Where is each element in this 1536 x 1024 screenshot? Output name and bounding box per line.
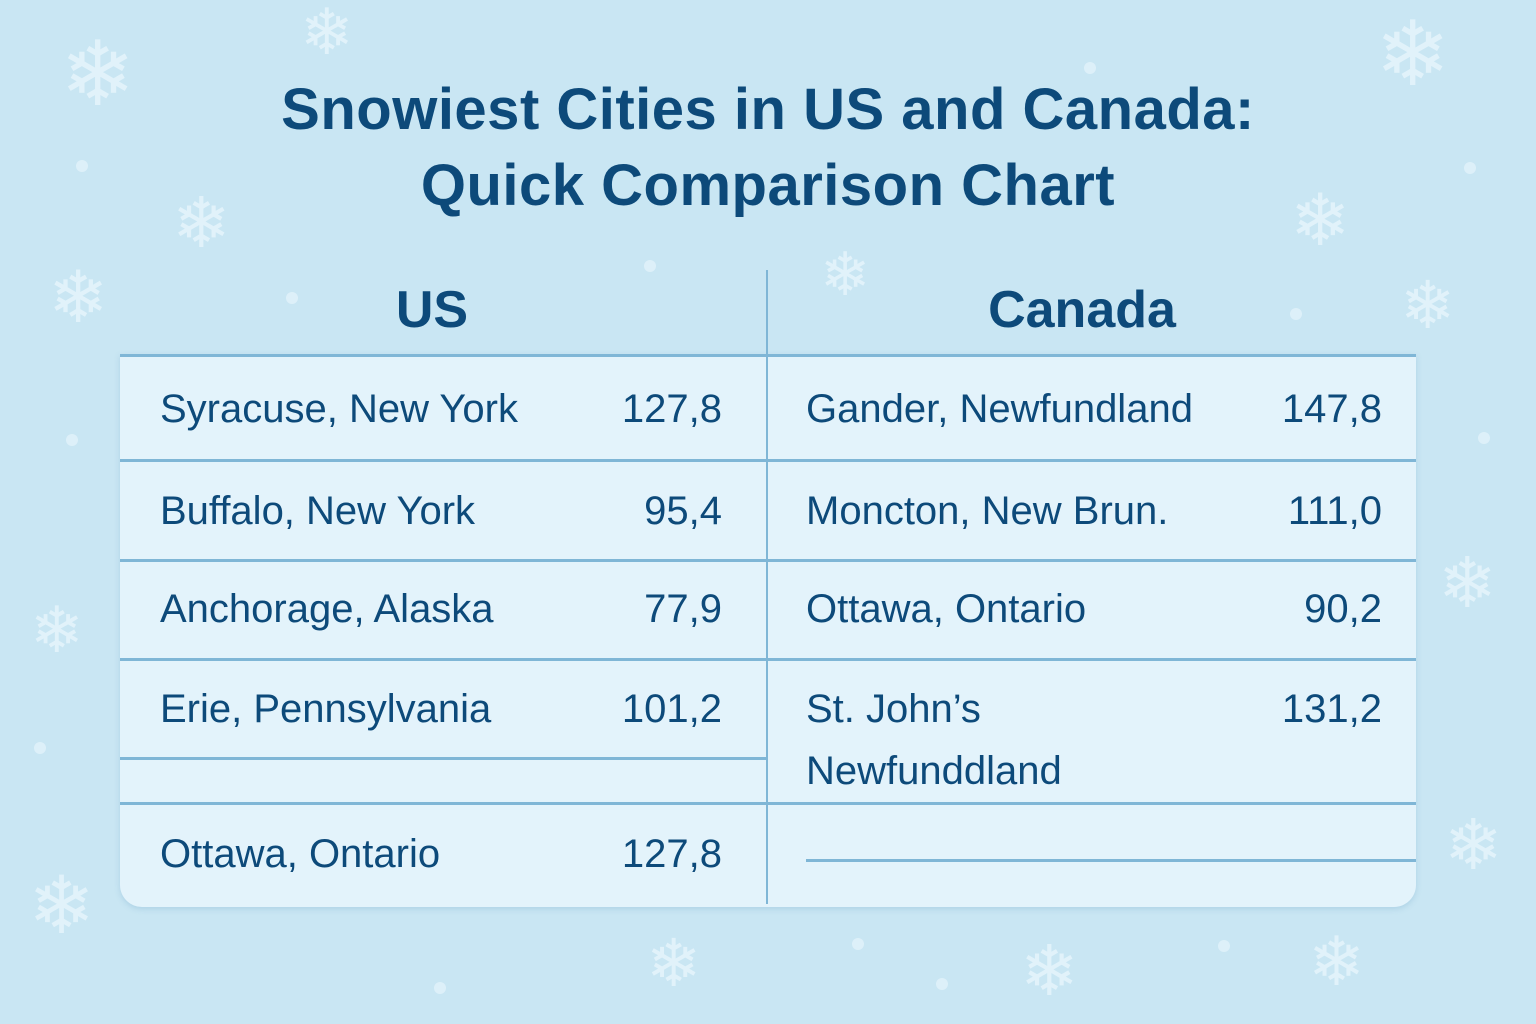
row-divider <box>120 459 1416 462</box>
snowfall-value: 127,8 <box>621 832 722 876</box>
snow-dot <box>34 742 46 754</box>
city-name: Gander, Newfundland <box>806 387 1193 431</box>
snowfall-value: 147,8 <box>1281 387 1382 431</box>
snow-dot <box>852 938 864 950</box>
row-divider <box>806 859 1416 862</box>
snow-dot <box>1218 940 1230 952</box>
snowfall-value: 101,2 <box>621 687 722 731</box>
city-name: Anchorage, Alaska <box>160 587 494 631</box>
snowfall-value: 127,8 <box>621 387 722 431</box>
snowflake-icon: ❄ <box>646 926 702 1000</box>
snowfall-value: 111,0 <box>1287 489 1382 533</box>
snowflake-icon: ❄ <box>48 258 109 338</box>
snowflake-icon: ❄ <box>1444 806 1503 884</box>
snow-dot <box>66 434 78 446</box>
row-divider <box>120 658 1416 661</box>
city-name: Ottawa, Ontario <box>806 587 1087 631</box>
snowflake-icon: ❄ <box>172 184 231 262</box>
snow-dot <box>936 978 948 990</box>
row-divider <box>120 802 1416 805</box>
snow-dot <box>1464 162 1476 174</box>
canada-column-header: Canada <box>988 281 1176 339</box>
title-line-2: Quick Comparison Chart <box>420 153 1116 218</box>
us-column-header: US <box>395 281 469 339</box>
city-name: Ottawa, Ontario <box>160 832 441 876</box>
snowfall-value: 95,4 <box>644 489 722 533</box>
row-divider <box>120 559 1416 562</box>
snow-dot <box>286 292 298 304</box>
row-divider <box>120 757 766 760</box>
page-title: Snowiest Cities in US and Canada: Quick … <box>0 72 1536 224</box>
city-name: Erie, Pennsylvania <box>160 687 492 731</box>
snowfall-value: 90,2 <box>1304 587 1382 631</box>
title-line-1: Snowiest Cities in US and Canada: <box>281 77 1255 142</box>
city-name: Moncton, New Brun. <box>806 489 1169 533</box>
snowflake-icon: ❄ <box>300 0 354 68</box>
snowflake-icon: ❄ <box>1438 544 1497 622</box>
snowflake-icon: ❄ <box>28 861 96 950</box>
city-name: Buffalo, New York <box>160 489 476 533</box>
snowflake-icon: ❄ <box>1290 181 1351 261</box>
snowflake-icon: ❄ <box>1020 932 1079 1010</box>
snowflake-icon: ❄ <box>1400 268 1456 342</box>
snow-dot <box>644 260 656 272</box>
snow-dot <box>1290 308 1302 320</box>
snowflake-icon: ❄ <box>1308 924 1365 1000</box>
city-name-line-1: St. John’s <box>806 687 981 731</box>
snow-dot <box>1478 432 1490 444</box>
comparison-table: Syracuse, New York 127,8 Buffalo, New Yo… <box>120 354 1416 907</box>
snowflake-icon: ❄ <box>60 25 136 125</box>
snowflake-icon: ❄ <box>1375 5 1451 105</box>
column-divider <box>766 270 768 904</box>
snowflake-icon: ❄ <box>30 594 84 666</box>
snowflake-icon: ❄ <box>820 241 871 308</box>
city-name-line-2: Newfunddland <box>806 749 1062 793</box>
snow-dot <box>434 982 446 994</box>
snow-dot <box>76 160 88 172</box>
snow-dot <box>1084 62 1096 74</box>
snowfall-value: 131,2 <box>1281 687 1382 731</box>
city-name: Syracuse, New York <box>160 387 518 431</box>
snowfall-value: 77,9 <box>644 587 722 631</box>
